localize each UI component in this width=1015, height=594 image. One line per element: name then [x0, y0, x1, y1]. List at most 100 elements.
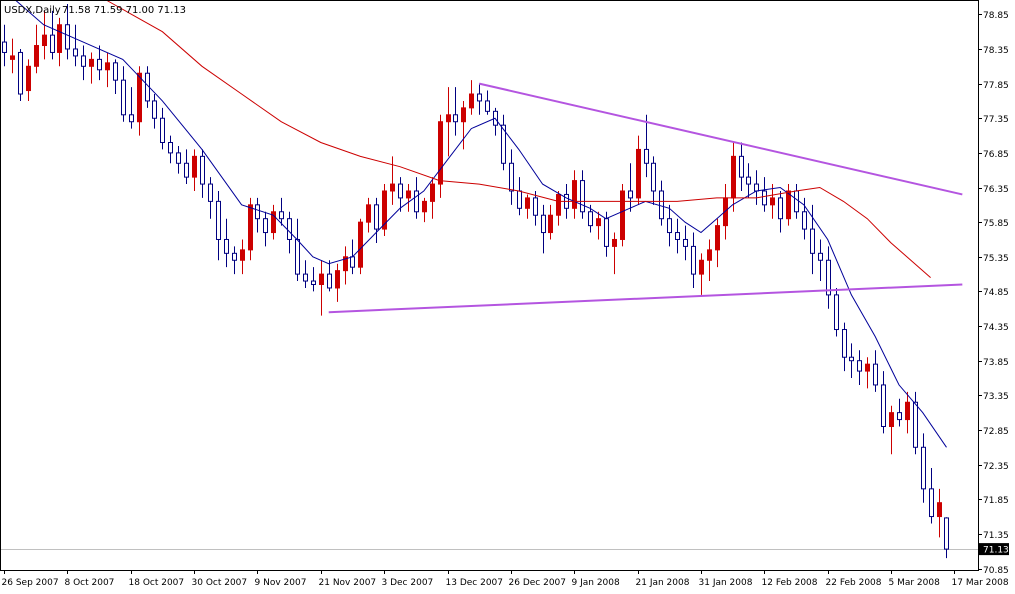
candle[interactable]	[271, 204, 276, 240]
candle[interactable]	[810, 204, 815, 275]
candle[interactable]	[469, 80, 474, 115]
candle[interactable]	[160, 107, 165, 150]
candle[interactable]	[248, 197, 253, 261]
candle[interactable]	[501, 114, 506, 171]
candle[interactable]	[596, 211, 601, 240]
candle[interactable]	[548, 204, 553, 240]
candle[interactable]	[382, 184, 387, 237]
candle[interactable]	[842, 322, 847, 372]
candle[interactable]	[192, 149, 197, 191]
candle[interactable]	[572, 170, 577, 219]
candle[interactable]	[26, 59, 31, 101]
candle[interactable]	[873, 350, 878, 392]
candle[interactable]	[628, 163, 633, 212]
candle[interactable]	[176, 145, 181, 174]
candle[interactable]	[279, 197, 284, 226]
candle[interactable]	[897, 398, 902, 427]
candle[interactable]	[485, 90, 490, 115]
candle[interactable]	[453, 87, 458, 136]
candle[interactable]	[461, 100, 466, 150]
candle[interactable]	[34, 24, 39, 74]
candle[interactable]	[865, 357, 870, 389]
candle[interactable]	[438, 114, 443, 198]
candle[interactable]	[366, 197, 371, 233]
candle[interactable]	[263, 211, 268, 247]
candle[interactable]	[580, 170, 585, 219]
candle[interactable]	[57, 17, 62, 67]
candle[interactable]	[184, 149, 189, 185]
candle[interactable]	[430, 177, 435, 219]
candle[interactable]	[224, 218, 229, 268]
candle[interactable]	[477, 83, 482, 115]
candle[interactable]	[675, 218, 680, 254]
candle[interactable]	[208, 177, 213, 219]
candle[interactable]	[786, 184, 791, 226]
candle[interactable]	[644, 114, 649, 178]
candle[interactable]	[707, 239, 712, 282]
candle[interactable]	[216, 190, 221, 261]
candle[interactable]	[691, 232, 696, 288]
candle[interactable]	[913, 391, 918, 455]
candle[interactable]	[414, 177, 419, 219]
support-trendline[interactable]	[328, 283, 963, 314]
candle[interactable]	[588, 204, 593, 233]
candle[interactable]	[137, 66, 142, 136]
candle[interactable]	[612, 232, 617, 275]
candle[interactable]	[42, 10, 47, 60]
candle[interactable]	[533, 190, 538, 226]
candle[interactable]	[168, 135, 173, 164]
candle[interactable]	[715, 218, 720, 268]
candle[interactable]	[343, 246, 348, 285]
candle[interactable]	[905, 391, 910, 434]
candle[interactable]	[699, 253, 704, 295]
candle[interactable]	[881, 371, 886, 434]
candle[interactable]	[746, 163, 751, 198]
candle[interactable]	[97, 45, 102, 81]
time-axis[interactable]: 26 Sep 2007 8 Oct 2007 18 Oct 2007 30 Oct 2…	[2, 570, 1009, 588]
candle[interactable]	[121, 66, 126, 122]
candle[interactable]	[422, 197, 427, 223]
candle[interactable]	[50, 10, 55, 60]
resistance-trendline[interactable]	[478, 82, 963, 196]
candle[interactable]	[541, 204, 546, 254]
candle[interactable]	[556, 190, 561, 226]
candle[interactable]	[739, 142, 744, 191]
candle[interactable]	[762, 177, 767, 212]
candle[interactable]	[240, 239, 245, 275]
candle[interactable]	[509, 149, 514, 205]
candle[interactable]	[818, 239, 823, 282]
candle[interactable]	[659, 180, 664, 226]
candle[interactable]	[319, 260, 324, 316]
candle[interactable]	[446, 87, 451, 157]
candle[interactable]	[620, 184, 625, 247]
candle[interactable]	[834, 287, 839, 337]
candle[interactable]	[303, 260, 308, 288]
candle[interactable]	[10, 38, 15, 74]
candle[interactable]	[232, 246, 237, 275]
candle[interactable]	[398, 177, 403, 212]
candles-layer[interactable]	[2, 3, 949, 559]
candle[interactable]	[937, 488, 942, 538]
candle[interactable]	[255, 197, 260, 233]
candle[interactable]	[113, 59, 118, 95]
trendlines-layer[interactable]	[328, 82, 963, 314]
candle[interactable]	[683, 225, 688, 261]
candle[interactable]	[105, 52, 110, 88]
candle[interactable]	[826, 246, 831, 309]
candle[interactable]	[81, 45, 86, 81]
candle[interactable]	[89, 52, 94, 84]
candle[interactable]	[525, 194, 530, 219]
candle[interactable]	[358, 218, 363, 275]
candle[interactable]	[857, 350, 862, 385]
candle[interactable]	[651, 156, 656, 205]
candle[interactable]	[2, 24, 7, 67]
candle[interactable]	[200, 149, 205, 198]
candle[interactable]	[129, 87, 134, 129]
candle[interactable]	[778, 190, 783, 233]
candle[interactable]	[152, 94, 157, 129]
candle[interactable]	[944, 517, 949, 559]
candle[interactable]	[311, 267, 316, 292]
candle[interactable]	[667, 204, 672, 247]
